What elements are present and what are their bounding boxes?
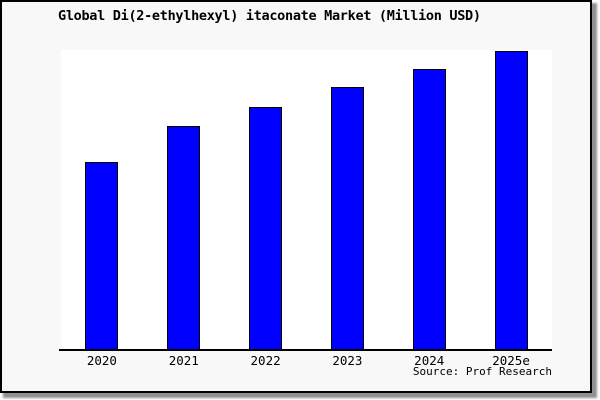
bar-slot [61,50,143,350]
bar-2022 [249,107,283,350]
x-tick-label: 2023 [332,353,363,368]
bar-2024 [412,68,446,350]
bar-2021 [167,125,201,350]
bar-2020 [85,161,119,350]
x-tick-label: 2024 [414,353,445,368]
bars-group [61,50,552,350]
x-axis-tick-labels: 2020 2021 2022 2023 2024 2025e [61,353,552,368]
bar-slot [225,50,307,350]
bar-slot [388,50,470,350]
x-tick-label: 2025e [492,353,530,368]
bar-slot [306,50,388,350]
bar-slot [470,50,552,350]
x-tick-label: 2020 [86,353,117,368]
bar-2025e [494,50,528,350]
bar-slot [143,50,225,350]
x-axis-line [59,349,552,351]
x-tick-label: 2021 [168,353,199,368]
source-credit: Source: Prof Research [412,365,552,378]
chart-title: Global Di(2-ethylhexyl) itaconate Market… [58,8,481,24]
plot-area [61,50,552,350]
x-tick-label: 2022 [250,353,281,368]
bar-2023 [330,86,364,350]
